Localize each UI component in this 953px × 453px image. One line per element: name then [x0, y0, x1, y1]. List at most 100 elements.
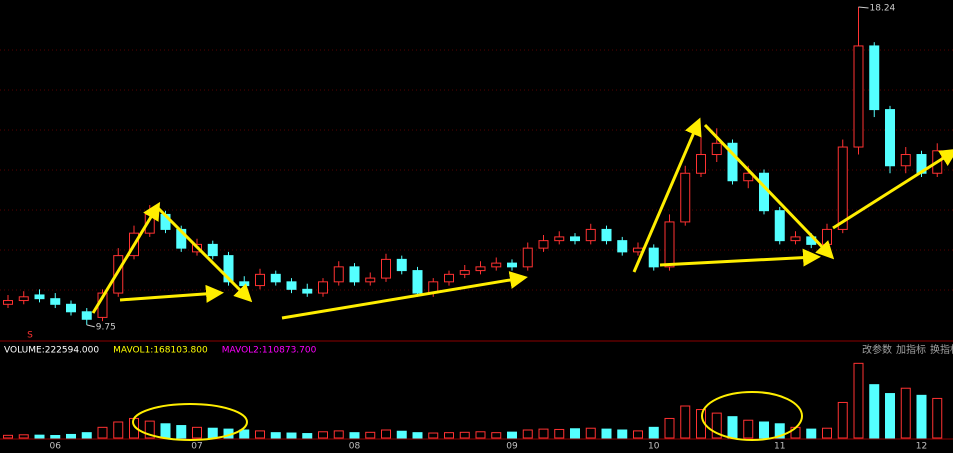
volume-bar — [286, 432, 297, 439]
candle-body — [554, 236, 565, 242]
candle-body — [365, 277, 376, 283]
candle-body — [3, 300, 13, 305]
candle-body — [396, 258, 407, 272]
candle-body — [207, 243, 218, 257]
volume-bar — [806, 428, 817, 439]
volume-bar — [428, 432, 439, 439]
signal-marker: S — [27, 331, 33, 341]
volume-bar — [349, 432, 360, 439]
volume-bar — [396, 430, 407, 439]
volume-bar — [727, 416, 738, 439]
volume-bar — [617, 429, 628, 439]
indicator-label: MAVOL1:168103.800 — [113, 346, 208, 356]
candle-body — [507, 262, 517, 268]
x-tick-label: 07 — [191, 442, 202, 452]
volume-bar — [81, 432, 92, 439]
candle-body — [412, 270, 423, 294]
volume-bar — [207, 427, 218, 439]
volume-bar — [601, 428, 612, 439]
candle-body — [81, 311, 92, 320]
x-tick-label: 09 — [506, 442, 518, 452]
volume-bar — [3, 434, 13, 439]
indicator-button[interactable]: 换指标 — [930, 343, 953, 356]
candle-body — [333, 266, 344, 283]
volume-bar — [759, 421, 769, 439]
candle-body — [270, 273, 281, 283]
candle-body — [491, 262, 502, 268]
candle-body — [66, 303, 76, 313]
volume-bar — [113, 421, 124, 439]
volume-bar — [459, 431, 470, 439]
candle-body — [601, 228, 612, 242]
volume-bar — [255, 430, 265, 439]
annotations — [91, 117, 953, 441]
candle-body — [223, 255, 234, 283]
candle-body — [239, 281, 250, 287]
volume-bar — [160, 423, 171, 439]
x-tick-label: 10 — [648, 442, 660, 452]
volume-bar — [570, 428, 580, 439]
indicator-label: VOLUME:222594.000 — [4, 346, 99, 356]
volume-bar — [822, 427, 832, 439]
candle-body — [34, 294, 45, 300]
volume-bar — [664, 417, 675, 439]
volume-bar — [18, 434, 29, 439]
volume-bar — [837, 401, 848, 439]
volume-bar — [97, 426, 108, 439]
candle-body — [255, 273, 265, 287]
indicator-label: MAVOL2:110873.700 — [222, 346, 317, 356]
volume-bar — [318, 431, 328, 439]
volume-bar — [444, 432, 454, 439]
volume-bar — [680, 405, 691, 439]
candle-body — [302, 288, 313, 294]
candle-body — [538, 240, 549, 249]
low-pointer — [86, 324, 95, 328]
candle-body — [853, 45, 864, 148]
volume-bar — [869, 384, 880, 439]
x-tick-label: 06 — [50, 442, 62, 452]
volume-bar — [507, 431, 517, 439]
candle-body — [885, 109, 895, 167]
candle-body — [680, 172, 691, 223]
candle-body — [617, 240, 628, 253]
volume-bar — [853, 362, 864, 439]
grid — [0, 49, 953, 291]
candle-body — [696, 154, 706, 174]
indicator-button[interactable]: 改参数 — [862, 343, 892, 356]
volume-bar — [522, 429, 533, 439]
volume-bar — [475, 431, 486, 439]
candle-body — [774, 210, 785, 242]
candle-body — [633, 247, 643, 253]
volume-bar — [381, 429, 391, 439]
volume-bar — [774, 423, 785, 439]
candle-body — [743, 172, 754, 182]
candle-body — [900, 154, 911, 167]
candle-body — [790, 236, 801, 242]
volume-bar — [270, 432, 281, 439]
candle-body — [664, 221, 675, 268]
volume-bar — [34, 434, 45, 439]
indicator-button[interactable]: 加指标 — [896, 343, 926, 356]
candle-body — [459, 270, 470, 275]
candle-body — [837, 146, 848, 230]
volume-bar — [711, 412, 722, 439]
candle-body — [113, 255, 124, 294]
volume-bar — [66, 433, 76, 439]
candle-body — [18, 296, 29, 302]
x-tick-label: 11 — [774, 442, 785, 452]
x-tick-label: 12 — [916, 442, 927, 452]
high-label: 18.24 — [870, 3, 896, 13]
volume-bar — [192, 426, 202, 439]
candle-body — [711, 142, 722, 156]
volume-bar — [585, 427, 596, 439]
candle-body — [475, 266, 486, 272]
candle-body — [50, 298, 61, 305]
volume-bar — [538, 428, 549, 439]
volume-bar — [916, 394, 927, 439]
volume-bar — [333, 430, 344, 439]
candle-body — [570, 236, 580, 242]
low-label: 9.75 — [96, 322, 116, 332]
candle-body — [648, 247, 659, 268]
candle-body — [585, 228, 596, 242]
